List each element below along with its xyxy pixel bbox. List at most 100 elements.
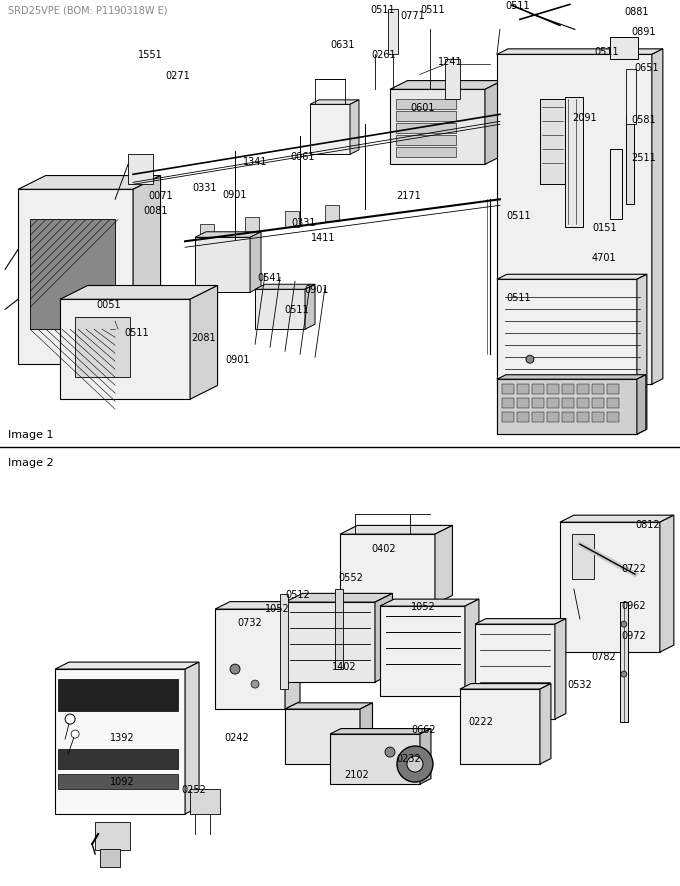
Bar [610, 150, 622, 220]
Polygon shape [215, 610, 285, 710]
Bar [540, 100, 565, 185]
Polygon shape [380, 606, 465, 696]
Text: 1052: 1052 [265, 603, 290, 613]
Bar [396, 136, 456, 146]
Text: 0901: 0901 [304, 285, 328, 295]
Text: 2091: 2091 [572, 113, 596, 123]
Polygon shape [285, 602, 300, 710]
Text: 1092: 1092 [110, 776, 135, 786]
Text: 0812: 0812 [636, 519, 660, 530]
Circle shape [65, 714, 75, 724]
Bar [200, 225, 214, 241]
Text: 2081: 2081 [191, 333, 216, 343]
Polygon shape [497, 380, 637, 435]
Polygon shape [18, 190, 133, 365]
Polygon shape [305, 285, 315, 330]
Polygon shape [497, 55, 652, 385]
Bar [325, 206, 339, 222]
Bar [285, 212, 299, 228]
Text: 0511: 0511 [505, 2, 530, 12]
Bar [562, 385, 574, 395]
Text: 4701: 4701 [592, 253, 617, 263]
Bar [95, 822, 130, 850]
Bar [532, 385, 544, 395]
Bar [502, 385, 514, 395]
Text: 1052: 1052 [411, 602, 436, 611]
Circle shape [621, 621, 627, 627]
Polygon shape [475, 625, 555, 719]
Text: 1551: 1551 [138, 51, 163, 60]
Polygon shape [185, 663, 199, 814]
Polygon shape [390, 90, 485, 165]
Bar [396, 124, 456, 134]
Bar [190, 789, 220, 814]
Bar [592, 399, 604, 408]
Polygon shape [375, 594, 392, 682]
Bar [58, 680, 178, 711]
Bar [388, 11, 398, 55]
Polygon shape [497, 280, 637, 435]
Text: 0962: 0962 [621, 601, 645, 610]
Polygon shape [60, 286, 218, 300]
Polygon shape [360, 703, 373, 765]
Text: 1241: 1241 [438, 58, 462, 67]
Text: 0782: 0782 [591, 651, 615, 661]
Bar [100, 849, 120, 867]
Text: 0051: 0051 [96, 299, 121, 310]
Bar [502, 399, 514, 408]
Text: 0511: 0511 [506, 211, 530, 221]
Polygon shape [195, 232, 261, 238]
Text: Image 2: Image 2 [8, 457, 54, 467]
Text: 0071: 0071 [148, 191, 173, 201]
Bar [75, 318, 130, 377]
Bar [577, 385, 589, 395]
Text: 0881: 0881 [624, 7, 648, 18]
Bar [396, 100, 456, 110]
Text: 0552: 0552 [338, 572, 363, 582]
Polygon shape [560, 516, 674, 523]
Text: 0511: 0511 [420, 5, 445, 15]
Bar [532, 399, 544, 408]
Polygon shape [285, 710, 360, 765]
Bar [577, 399, 589, 408]
Bar [280, 595, 288, 689]
Bar [607, 385, 619, 395]
Polygon shape [637, 275, 647, 435]
Polygon shape [190, 286, 218, 400]
Text: 0061: 0061 [290, 152, 315, 162]
Text: 0511: 0511 [370, 5, 394, 15]
Polygon shape [340, 525, 452, 534]
Circle shape [251, 680, 259, 688]
Polygon shape [652, 50, 663, 385]
Text: 0541: 0541 [257, 273, 282, 283]
Bar [517, 413, 529, 423]
Bar [502, 413, 514, 423]
Bar [620, 602, 628, 722]
Bar [562, 399, 574, 408]
Bar [500, 290, 645, 390]
Bar [58, 774, 178, 789]
Polygon shape [285, 703, 373, 710]
Polygon shape [285, 602, 375, 682]
Text: 0512: 0512 [285, 589, 310, 600]
Polygon shape [497, 275, 647, 280]
Text: 0511: 0511 [594, 47, 619, 58]
Bar [30, 220, 115, 330]
Bar [607, 399, 619, 408]
Polygon shape [465, 600, 479, 696]
Text: 1392: 1392 [110, 732, 135, 742]
Polygon shape [215, 602, 300, 610]
Polygon shape [330, 734, 420, 784]
Polygon shape [390, 82, 503, 90]
Text: 0651: 0651 [635, 63, 660, 74]
Polygon shape [460, 684, 551, 689]
Bar [128, 155, 153, 185]
Circle shape [71, 730, 79, 738]
Polygon shape [330, 729, 431, 734]
Polygon shape [485, 82, 503, 165]
Bar [572, 534, 594, 579]
Bar [562, 413, 574, 423]
Text: 0532: 0532 [567, 680, 592, 689]
Text: 0901: 0901 [222, 190, 247, 200]
Bar [245, 218, 259, 234]
